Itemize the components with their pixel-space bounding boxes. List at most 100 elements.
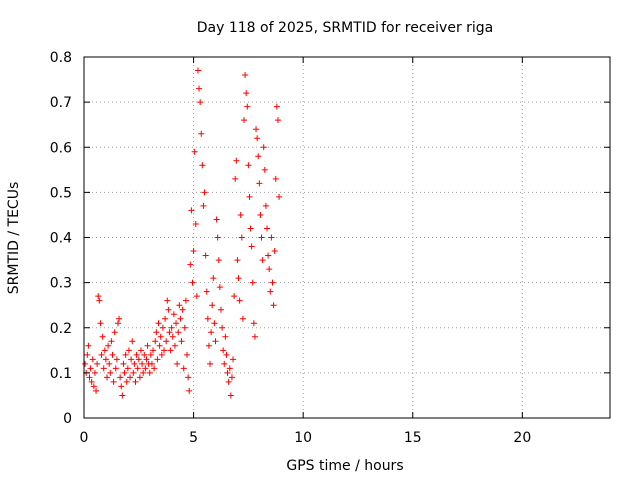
data-point [210,275,217,282]
data-point [175,329,182,336]
data-point [97,320,104,327]
data-point [150,347,157,354]
data-point [110,378,117,385]
data-point [268,234,275,241]
data-point [158,351,165,358]
data-point [124,365,131,372]
data-point [159,324,166,331]
data-point [257,211,264,218]
x-tick-label: 5 [189,430,198,446]
y-tick-label: 0.7 [50,95,72,111]
data-point [203,288,210,295]
y-tick-label: 0.4 [50,231,72,247]
data-point [137,347,144,354]
data-point [82,360,89,367]
data-point [201,189,208,196]
data-point [98,351,105,358]
data-point [239,315,246,322]
data-point [153,329,160,336]
data-point [101,347,108,354]
data-point [186,387,193,394]
data-point [89,356,96,363]
data-point [212,338,219,345]
data-point [167,347,174,354]
data-point [177,315,184,322]
data-point [246,193,253,200]
data-point [245,162,252,169]
data-point [247,225,254,232]
x-tick-label: 20 [513,430,531,446]
data-point [154,356,161,363]
data-point [134,365,141,372]
data-point [202,252,209,259]
data-point [140,369,147,376]
data-point [105,342,112,349]
data-point [217,306,224,313]
data-point [189,279,196,286]
y-tick-label: 0.1 [50,366,72,382]
data-point [170,311,177,318]
data-point [176,302,183,309]
data-point [259,257,266,264]
data-point [143,356,150,363]
data-point [260,144,267,151]
data-point [139,360,146,367]
data-point [100,365,107,372]
data-point [112,365,119,372]
data-point [180,365,187,372]
data-point [197,99,204,106]
data-point [104,374,111,381]
data-point [166,329,173,336]
axis-ticks [83,56,610,419]
data-point [125,347,132,354]
data-point [174,360,181,367]
data-point [113,356,120,363]
data-point [207,360,214,367]
data-point [267,288,274,295]
data-point [147,351,154,358]
data-point [85,342,92,349]
data-point [269,279,276,286]
x-tick-label: 15 [404,430,422,446]
data-point [214,234,221,241]
data-point [120,360,127,367]
data-point [228,374,235,381]
data-point [276,193,283,200]
x-tick-label: 10 [294,430,312,446]
data-point [219,324,226,331]
data-point [266,266,273,273]
data-point [179,306,186,313]
data-point [178,338,185,345]
data-point [109,351,116,358]
y-tick-label: 0.5 [50,185,72,201]
x-tick-label: 0 [80,430,89,446]
data-point [106,360,113,367]
data-point [141,351,148,358]
data-point [224,369,231,376]
data-point [94,360,101,367]
data-point [111,329,118,336]
data-point [234,257,241,264]
data-point [193,293,200,300]
data-point [222,333,229,340]
data-point [146,369,153,376]
data-point [244,103,251,110]
data-point [190,248,197,255]
data-point [221,360,228,367]
data-point [192,220,199,227]
data-point [130,369,137,376]
data-point [211,320,218,327]
data-point [196,85,203,92]
data-point [87,365,94,372]
data-point [171,342,178,349]
data-point [232,175,239,182]
data-point [191,148,198,155]
data-point [155,320,162,327]
data-point [264,225,271,232]
data-point [86,374,93,381]
data-point [96,297,103,304]
data-point [261,166,268,173]
data-point [148,360,155,367]
data-point [108,338,115,345]
